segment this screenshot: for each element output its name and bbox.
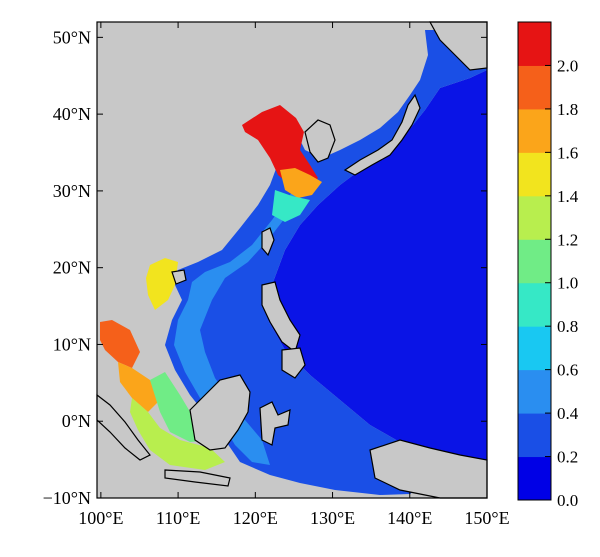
lon-tick-label: 120°E [233,508,278,528]
colorbar-tick-label: 1.0 [557,274,578,293]
colorbar-bin [518,195,551,240]
lon-tick-label: 100°E [78,508,123,528]
lon-tick-label: 150°E [464,508,509,528]
land-hainan [171,269,187,285]
colorbar-tick-label: 1.6 [557,143,578,162]
land-borneo [189,374,251,451]
colorbar-bin [518,326,551,371]
ocean-pacific [268,70,487,478]
ocean-gulf-tonkin [146,258,178,310]
lat-tick-label: −10°N [43,488,91,508]
land-luzon [261,281,301,354]
land-taiwan [261,227,275,257]
colorbar-tick-label: 0.4 [557,404,579,423]
lat-tick-label: 20°N [53,258,91,278]
colorbar-tick-label: 1.2 [557,230,578,249]
land-japan [343,93,421,176]
ocean-east-china-sea-band [272,190,310,222]
map-panel [96,21,488,499]
lon-tick-label: 110°E [156,508,201,528]
lat-tick-label: 50°N [53,27,91,47]
colorbar-tick-label: 0.8 [557,317,578,336]
colorbar-bin [518,108,551,153]
ocean-east-china-sea-gradient [280,168,322,198]
land-java [164,469,231,487]
colorbar-tick-label: 0.6 [557,361,578,380]
colorbar-tick-label: 0.2 [557,448,578,467]
colorbar-bin [518,369,551,414]
colorbar-tick-label: 1.4 [557,187,579,206]
colorbar-tick-label: 2.0 [557,56,578,75]
colorbar-bin [518,152,551,197]
lat-tick-label: 0°N [62,411,91,431]
latitude-ticks: 50°N 40°N 30°N 20°N 10°N 0°N −10°N [43,27,487,508]
land-korea [304,119,336,163]
colorbar-tick-label: 0.0 [557,491,578,510]
ocean-yellow-sea-high [242,105,318,190]
land-sumatra [96,393,151,461]
colorbar-frame [517,21,552,501]
colorbar-bin [518,22,551,66]
ocean-gulf-thailand-mid [118,362,160,412]
lon-tick-label: 130°E [310,508,355,528]
colorbar: 2.0 1.8 1.6 1.4 1.2 1.0 0.8 0.6 0.4 0.2 0.0 [517,21,579,510]
lon-tick-label: 140°E [387,508,432,528]
colorbar-bin [518,282,551,327]
colorbar-bin [518,413,551,458]
longitude-ticks: 100°E 110°E 120°E 130°E 140°E 150°E [78,22,510,528]
ocean-shelf [165,30,487,495]
lat-tick-label: 40°N [53,104,91,124]
ocean-gulf-thailand-high [100,320,140,368]
colorbar-bin [518,239,551,284]
ocean-sunda-shelf [130,398,225,470]
map-frame [96,21,488,499]
land-sulawesi [259,401,291,446]
lat-tick-label: 10°N [53,334,91,354]
colorbar-bin [518,65,551,110]
colorbar-tick-label: 1.8 [557,100,578,119]
land-mindanao [281,347,306,379]
lat-tick-label: 30°N [53,181,91,201]
colorbar-bin [518,456,551,501]
